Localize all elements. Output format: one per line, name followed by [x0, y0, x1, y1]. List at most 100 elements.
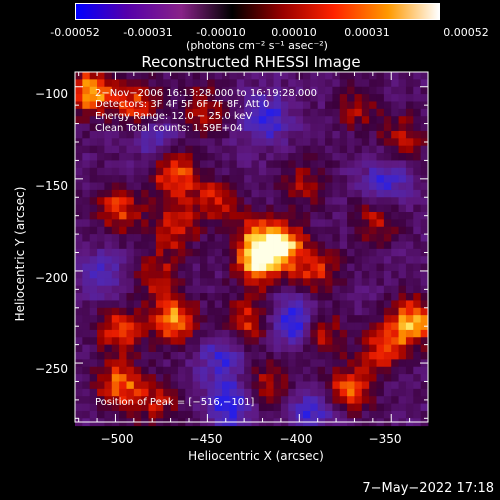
heatmap-cell	[163, 241, 171, 250]
heatmap-cell	[258, 322, 267, 331]
heatmap-cell	[200, 160, 208, 169]
heatmap-cell	[332, 197, 341, 206]
heatmap-cell	[97, 337, 105, 346]
heatmap-cell	[398, 204, 407, 213]
heatmap-cell	[119, 123, 127, 132]
heatmap-cell	[295, 359, 304, 368]
heatmap-cell	[133, 204, 142, 213]
heatmap-cell	[148, 167, 157, 176]
heatmap-cell	[383, 123, 392, 132]
heatmap-cell	[317, 182, 326, 191]
heatmap-cell	[229, 182, 238, 191]
heatmap-cell	[383, 248, 392, 257]
heatmap-cell	[310, 366, 319, 375]
heatmap-cell	[119, 241, 127, 250]
heatmap-cell	[200, 219, 208, 228]
heatmap-cell	[229, 212, 238, 220]
heatmap-cell	[163, 204, 171, 213]
heatmap-cell	[405, 86, 414, 95]
heatmap-cell	[398, 101, 407, 110]
heatmap-cell	[192, 94, 201, 102]
heatmap-cell	[405, 388, 414, 397]
heatmap-cell	[420, 278, 429, 287]
heatmap-cell	[97, 307, 105, 316]
heatmap-cell	[273, 153, 282, 161]
heatmap-cell	[141, 138, 149, 147]
heatmap-cell	[126, 197, 135, 206]
heatmap-cell	[339, 315, 348, 323]
heatmap-cell	[214, 226, 223, 235]
heatmap-cell	[104, 329, 113, 338]
heatmap-cell	[104, 410, 113, 419]
heatmap-cell	[111, 270, 120, 279]
heatmap-cell	[82, 101, 91, 110]
heatmap-cell	[339, 256, 348, 264]
heatmap-cell	[177, 359, 186, 368]
heatmap-cell	[148, 86, 157, 95]
heatmap-cell	[405, 108, 414, 117]
heatmap-cell	[200, 403, 208, 412]
heatmap-cell	[119, 329, 127, 338]
heatmap-cell	[332, 315, 341, 323]
heatmap-cell	[229, 388, 238, 397]
heatmap-cell	[258, 108, 267, 117]
heatmap-cell	[354, 72, 363, 80]
heatmap-cell	[104, 79, 113, 88]
heatmap-cell	[310, 307, 319, 316]
heatmap-cell	[236, 204, 245, 213]
heatmap-cell	[97, 86, 105, 95]
heatmap-cell	[405, 278, 414, 287]
heatmap-cell	[383, 307, 392, 316]
heatmap-cell	[266, 263, 274, 272]
heatmap-cell	[251, 226, 260, 235]
heatmap-cell	[222, 219, 230, 228]
heatmap-cell	[273, 86, 282, 95]
heatmap-cell	[295, 167, 304, 176]
heatmap-cell	[361, 189, 370, 198]
heatmap-cell	[133, 388, 142, 397]
heatmap-cell	[420, 197, 429, 206]
heatmap-cell	[347, 403, 355, 412]
heatmap-cell	[258, 293, 267, 301]
heatmap-cell	[420, 315, 429, 323]
heatmap-cell	[236, 285, 245, 294]
heatmap-cell	[207, 79, 216, 88]
heatmap-cell	[229, 307, 238, 316]
heatmap-cell	[119, 256, 127, 264]
heatmap-cell	[288, 285, 297, 294]
heatmap-cell	[111, 234, 120, 242]
heatmap-cell	[229, 381, 238, 390]
heatmap-cell	[339, 86, 348, 95]
heatmap-cell	[126, 352, 135, 360]
heatmap-cell	[155, 248, 164, 257]
heatmap-cell	[75, 278, 83, 287]
heatmap-cell	[325, 145, 333, 154]
heatmap-cell	[317, 212, 326, 220]
heatmap-cell	[133, 300, 142, 309]
heatmap-cell	[413, 337, 422, 346]
heatmap-cell	[369, 300, 377, 309]
heatmap-cell	[111, 300, 120, 309]
heatmap-cell	[347, 197, 355, 206]
heatmap-cell	[170, 278, 179, 287]
heatmap-cell	[369, 226, 377, 235]
heatmap-cell	[148, 175, 157, 183]
heatmap-cell	[177, 322, 186, 331]
x-tick-label: −400	[279, 432, 313, 446]
heatmap-cell	[295, 160, 304, 169]
heatmap-cell	[398, 300, 407, 309]
heatmap-cell	[317, 79, 326, 88]
heatmap-cell	[119, 212, 127, 220]
heatmap-cell	[376, 204, 385, 213]
heatmap-cell	[111, 94, 120, 102]
heatmap-cell	[192, 219, 201, 228]
heatmap-cell	[126, 101, 135, 110]
heatmap-cell	[391, 374, 399, 382]
heatmap-cell	[244, 101, 252, 110]
heatmap-cell	[236, 86, 245, 95]
heatmap-cell	[148, 101, 157, 110]
heatmap-cell	[155, 329, 164, 338]
heatmap-cell	[244, 108, 252, 117]
heatmap-cell	[295, 256, 304, 264]
heatmap-cell	[229, 366, 238, 375]
